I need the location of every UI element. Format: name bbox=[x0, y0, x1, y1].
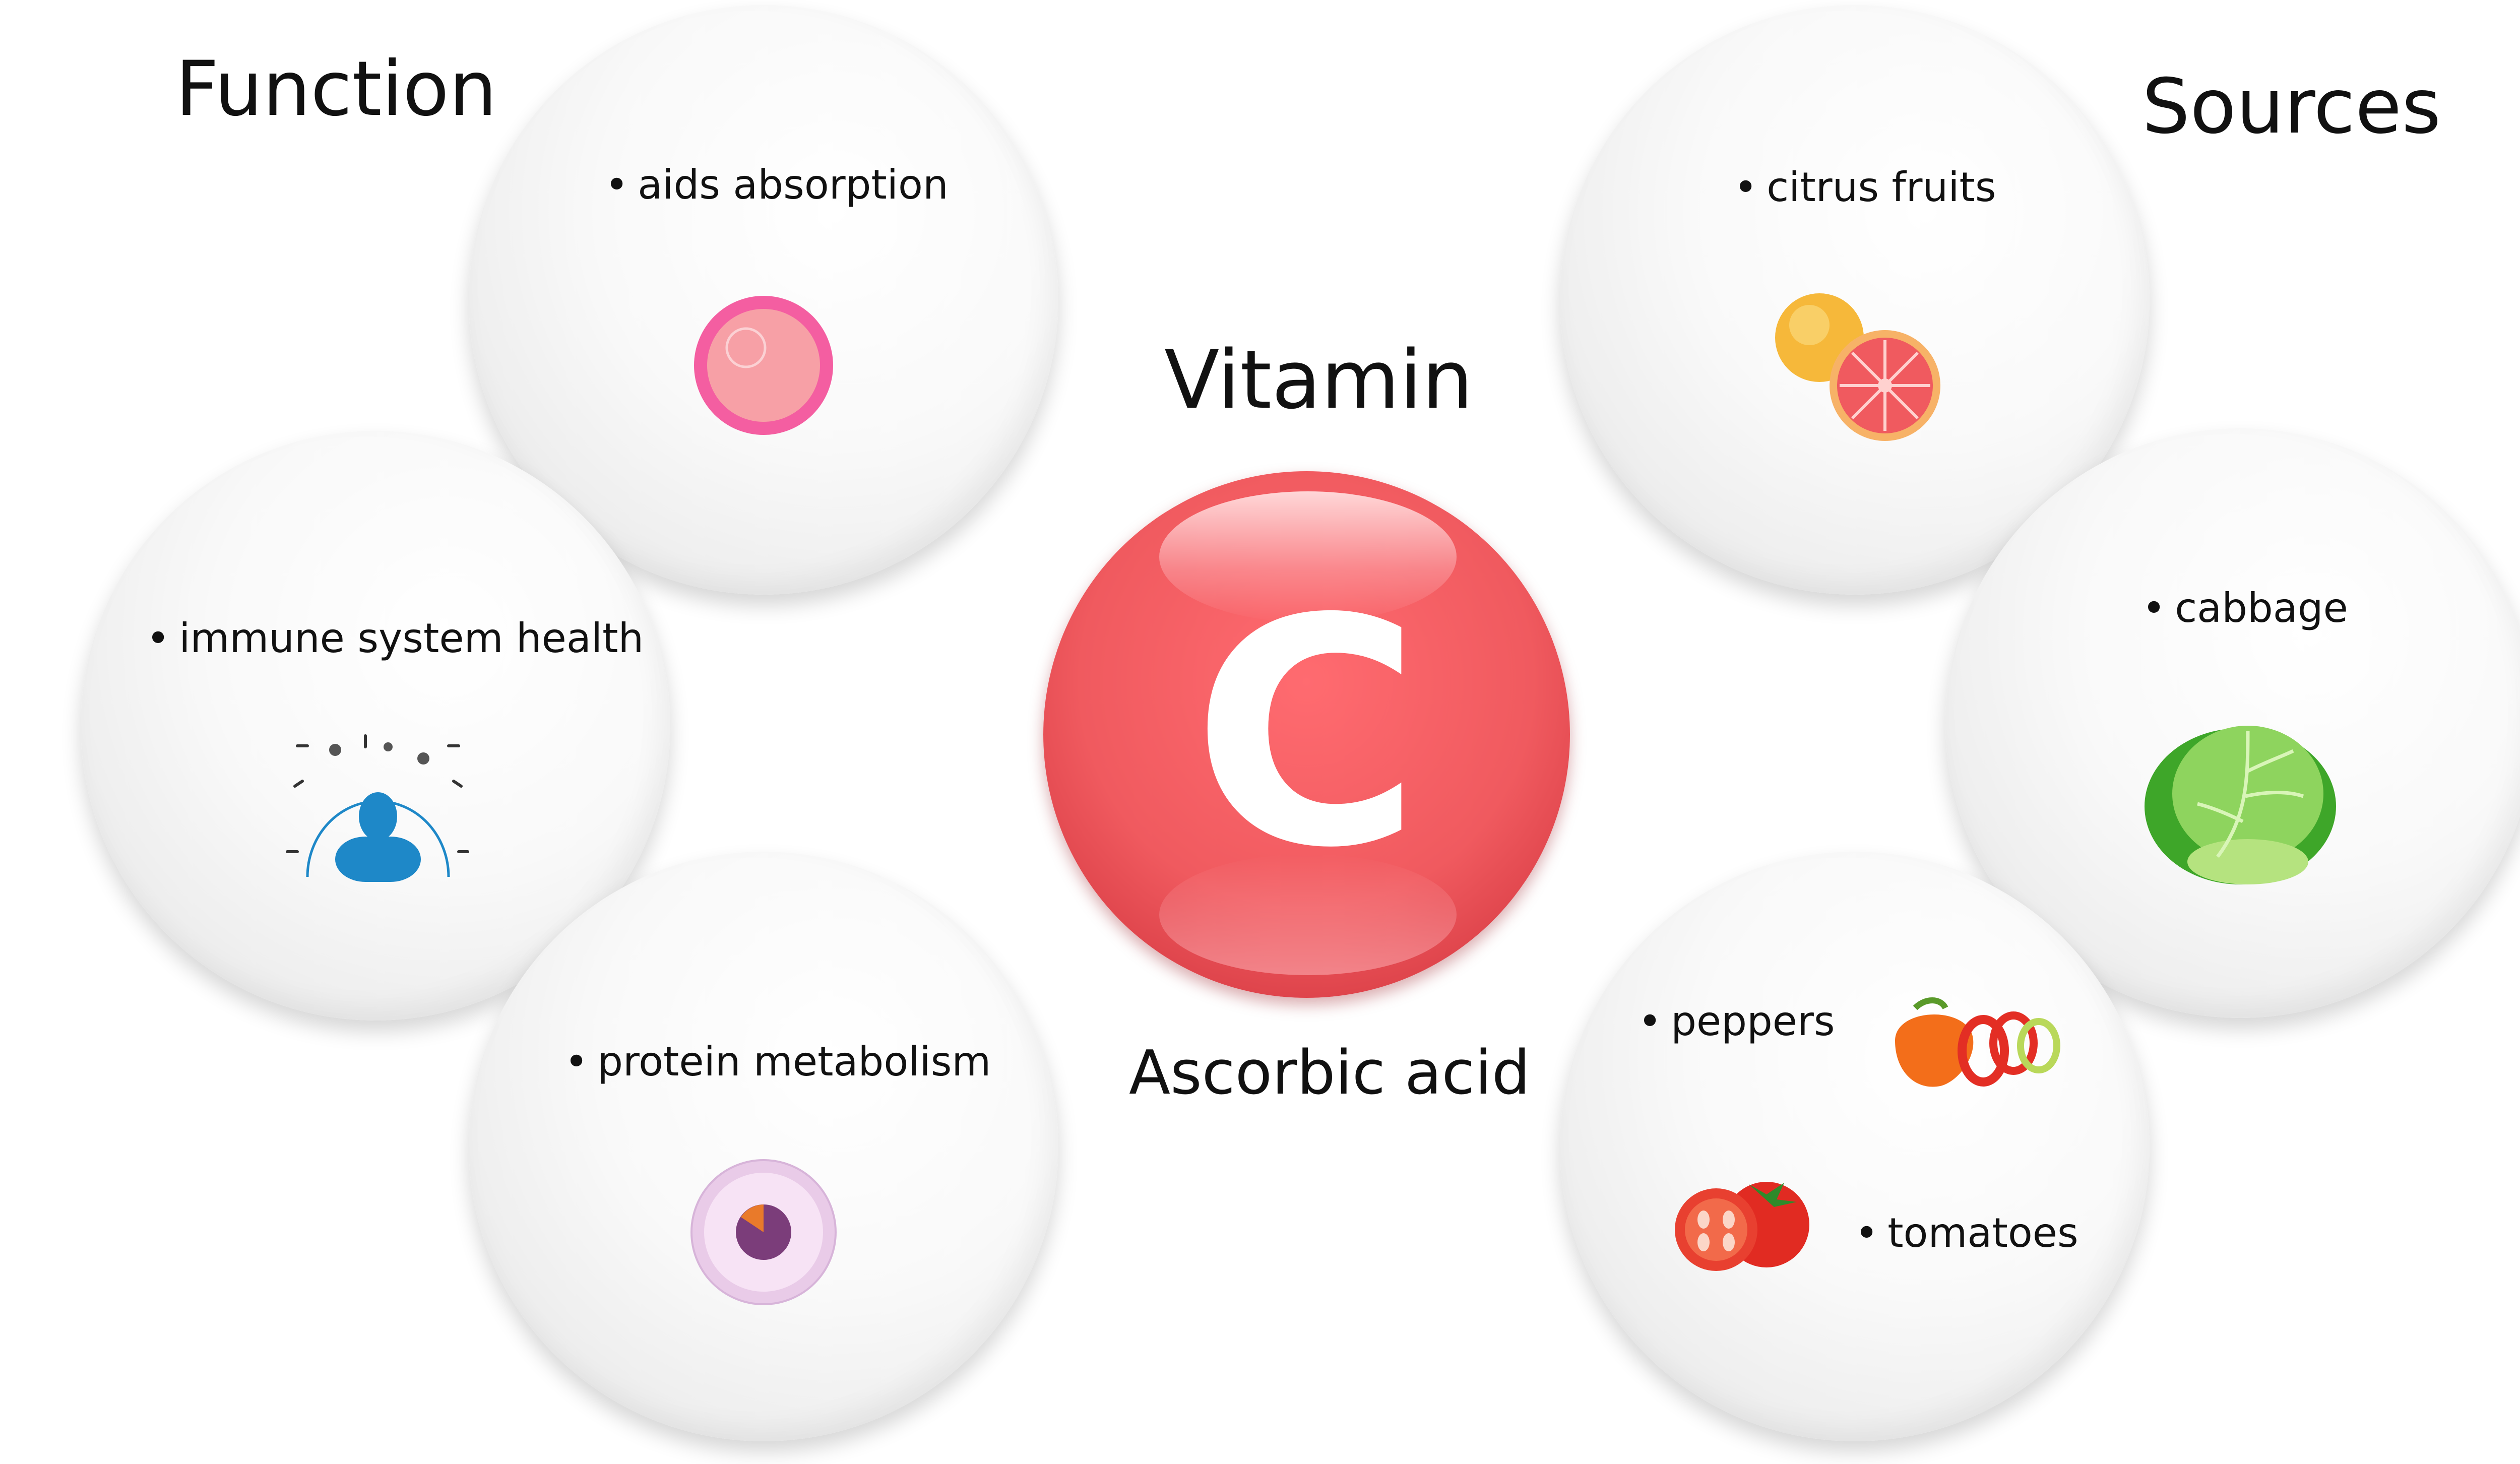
sphere-highlight-top bbox=[1159, 491, 1457, 622]
function-bubble-protein bbox=[469, 852, 1058, 1441]
function-label-protein: • protein metabolism bbox=[564, 1038, 991, 1085]
center-title: Vitamin bbox=[1164, 333, 1473, 427]
source-label-citrus: • citrus fruits bbox=[1734, 164, 1996, 211]
vitamin-c-sphere: C bbox=[1043, 471, 1570, 998]
function-label-immune: • immune system health bbox=[146, 615, 644, 662]
source-bubble-vegetables bbox=[1560, 852, 2150, 1441]
sphere-highlight-bottom bbox=[1159, 854, 1457, 975]
source-label-tomatoes: • tomatoes bbox=[1855, 1210, 2078, 1256]
sources-heading: Sources bbox=[2142, 63, 2441, 151]
source-label-peppers: • peppers bbox=[1638, 998, 1835, 1045]
cell-icon bbox=[694, 296, 833, 435]
citrus-icon bbox=[1775, 293, 1940, 441]
function-heading: Function bbox=[175, 45, 497, 133]
source-label-cabbage: • cabbage bbox=[2142, 585, 2348, 631]
cell-nucleus-icon bbox=[690, 1159, 837, 1305]
function-label-absorption: • aids absorption bbox=[605, 161, 949, 208]
tomato-icon bbox=[1675, 1182, 1809, 1271]
immune-person-icon bbox=[286, 734, 469, 882]
center-subtitle: Ascorbic acid bbox=[1129, 1038, 1530, 1108]
pepper-icon bbox=[1895, 997, 2060, 1087]
vitamin-letter: C bbox=[1191, 553, 1421, 916]
cabbage-icon bbox=[2145, 726, 2336, 884]
